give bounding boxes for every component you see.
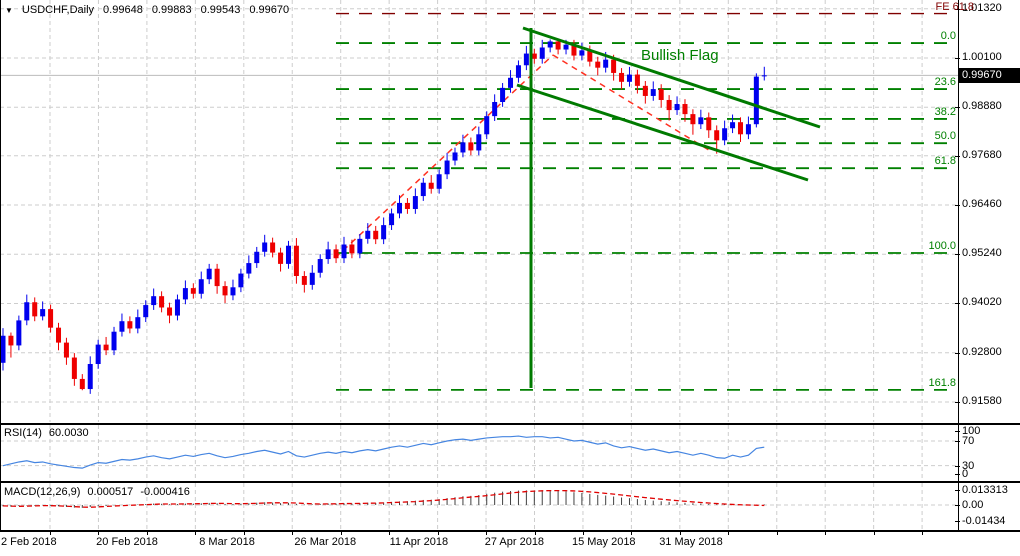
time-axis-label: 8 Mar 2018	[199, 536, 255, 548]
price-axis-label: 0.97680	[962, 148, 1002, 161]
time-axis-tick	[389, 532, 391, 535]
price-axis-label: 0.92800	[962, 345, 1002, 358]
fib-level-label: 61.8	[934, 155, 956, 168]
symbol-dropdown-icon[interactable]: ▼	[5, 5, 13, 15]
fib-level-label: 23.6	[934, 76, 956, 89]
chart-left-border	[0, 0, 1, 532]
time-axis-tick	[243, 532, 245, 535]
price-axis-label: 0.94020	[962, 296, 1002, 309]
time-axis-tick	[146, 532, 148, 535]
macd-signal-value: -0.000416	[140, 486, 190, 498]
time-axis-tick	[98, 532, 100, 535]
axis-tick	[955, 303, 960, 305]
axis-tick	[955, 474, 960, 475]
rsi-axis-label: 30	[962, 459, 975, 472]
fib-level-label: 38.2	[934, 105, 956, 118]
time-axis-label: 11 Apr 2018	[389, 536, 449, 548]
axis-tick	[955, 401, 960, 403]
time-axis-label: 2 Feb 2018	[1, 536, 57, 548]
ohlc-high-value: 0.99883	[151, 4, 192, 16]
axis-tick	[955, 254, 960, 256]
macd-name: MACD(12,26,9)	[4, 486, 81, 498]
time-axis-tick	[922, 532, 924, 535]
fib-level-label: FE 61.8	[935, 0, 974, 13]
rsi-indicator-header: RSI(14) 60.0030	[4, 427, 89, 439]
ohlc-open-value: 0.99648	[103, 4, 143, 16]
axis-tick	[955, 8, 960, 10]
price-axis-label: 0.98880	[962, 100, 1002, 113]
time-axis-tick	[195, 532, 197, 535]
time-axis-label: 31 May 2018	[659, 536, 723, 548]
bullish-flag-annotation: Bullish Flag	[641, 47, 719, 64]
time-axis-tick	[776, 532, 778, 535]
macd-value: 0.000517	[87, 486, 134, 498]
axis-tick	[955, 204, 960, 206]
axis-tick	[955, 107, 960, 109]
time-axis-tick	[728, 532, 730, 535]
axis-tick	[955, 441, 960, 442]
axis-tick	[955, 352, 960, 354]
panel-separator	[0, 423, 1020, 425]
rsi-axis-label: 70	[962, 435, 975, 447]
rsi-axis-label: 100	[962, 425, 981, 437]
time-axis-tick	[873, 532, 875, 535]
symbol-period-label: USDCHF,Daily	[21, 4, 95, 16]
candlesticks	[0, 39, 767, 394]
time-axis-label: 27 Apr 2018	[484, 536, 545, 548]
price-axis-label: 1.00100	[962, 51, 1002, 63]
rsi-value: 60.0030	[48, 427, 89, 439]
time-axis-tick	[679, 532, 681, 535]
price-axis-label: 0.95240	[962, 247, 1002, 260]
axis-tick	[955, 58, 960, 59]
time-axis-tick	[631, 532, 633, 535]
time-axis-label: 15 May 2018	[571, 536, 636, 548]
axis-tick	[955, 505, 960, 506]
rsi-name: RSI(14)	[4, 427, 42, 439]
time-axis-tick	[825, 532, 827, 535]
time-axis-tick	[437, 532, 439, 535]
rsi-plot	[0, 425, 958, 481]
axis-tick	[955, 465, 960, 467]
time-axis-tick	[292, 532, 294, 535]
price-axis-label: 1.01320	[962, 1, 1002, 14]
axis-tick	[955, 431, 960, 432]
macd-axis-label: -0.01434	[962, 514, 1006, 527]
macd-axis-label: 0.00	[962, 499, 984, 511]
time-axis-tick	[486, 532, 488, 535]
current-price-tag: 0.99670	[959, 68, 1020, 84]
fib-level-label: 161.8	[928, 376, 956, 389]
time-axis-tick	[534, 532, 536, 535]
time-axis-tick	[50, 532, 51, 535]
ohlc-low-value: 0.99543	[200, 4, 241, 16]
axis-tick	[955, 155, 960, 157]
time-axis-tick	[582, 532, 584, 535]
time-axis-tick	[340, 532, 342, 535]
price-axis-label: 0.96460	[962, 197, 1002, 210]
axis-tick	[955, 520, 960, 522]
time-axis-label: 26 Mar 2018	[294, 536, 357, 548]
panel-separator	[0, 481, 1020, 483]
chart-header: ▼ USDCHF,Daily 0.99648 0.99883 0.99543 0…	[5, 4, 289, 16]
price-axis-label: 0.91580	[962, 394, 1002, 407]
axis-tick	[955, 490, 960, 492]
ohlc-close-value: 0.99670	[249, 4, 290, 16]
macd-indicator-header: MACD(12,26,9) 0.000517 -0.000416	[4, 486, 190, 498]
panel-separator	[0, 530, 1020, 532]
time-axis-label: 20 Feb 2018	[96, 536, 158, 548]
fib-level-label: 100.0	[928, 239, 956, 252]
price-axis-border	[958, 0, 959, 532]
macd-plot	[0, 483, 958, 530]
fib-level-label: 50.0	[934, 130, 956, 143]
main-plot	[0, 0, 958, 422]
macd-axis-label: 0.013313	[962, 484, 1008, 497]
rsi-axis-label: 0	[962, 468, 969, 480]
fib-level-label: 0.0	[940, 30, 956, 43]
